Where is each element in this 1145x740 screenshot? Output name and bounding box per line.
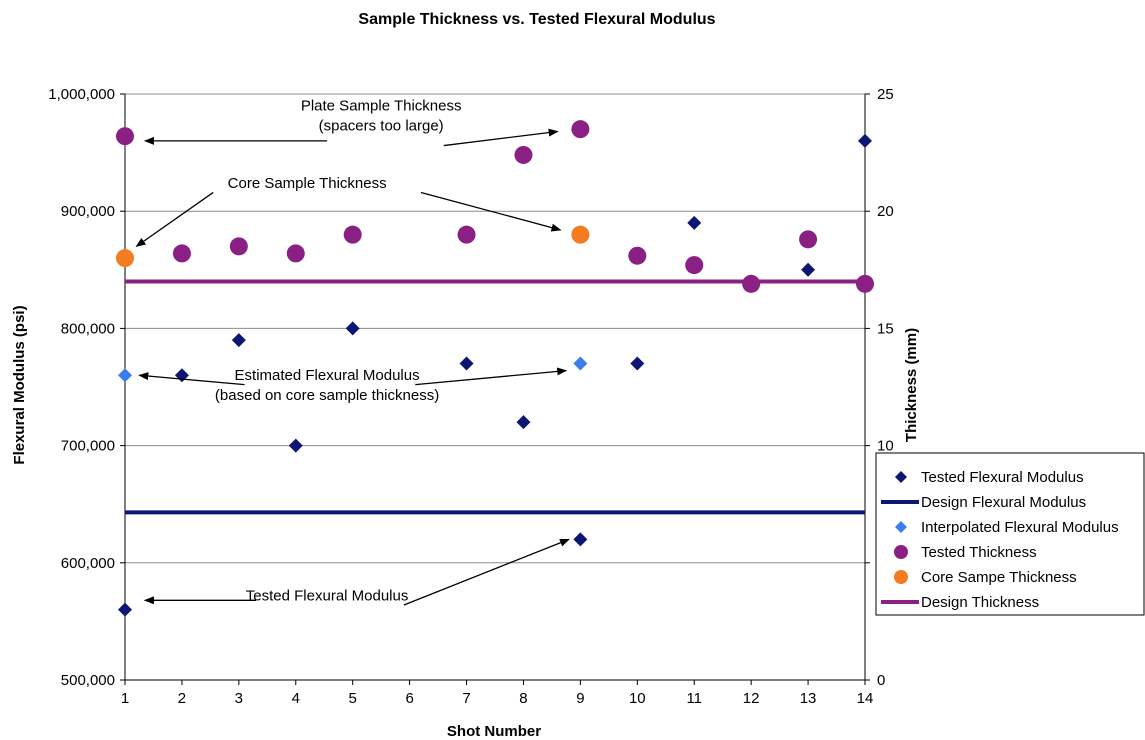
circle-point bbox=[799, 230, 818, 249]
annotations: Plate Sample Thickness (spacers too large… bbox=[135, 97, 570, 606]
y2-axis-title: Thickness (mm) bbox=[903, 328, 920, 442]
legend-label: Design Thickness bbox=[921, 594, 1039, 611]
x-tick-label: 11 bbox=[686, 690, 702, 707]
circle-point bbox=[856, 274, 874, 293]
x-tick-label: 3 bbox=[235, 690, 243, 707]
annotation-arrow bbox=[420, 191, 562, 232]
x-tick-label: 10 bbox=[629, 690, 646, 707]
circle-point bbox=[685, 256, 704, 275]
diamond-point bbox=[459, 356, 474, 371]
diamond-point bbox=[801, 262, 816, 277]
x-tick-label: 13 bbox=[800, 690, 817, 707]
diamond-point bbox=[174, 368, 189, 383]
annotation-text: (spacers too large) bbox=[319, 117, 444, 134]
diamond-point bbox=[573, 356, 588, 371]
legend-diamond-swatch bbox=[895, 471, 907, 483]
legend-label: Interpolated Flexural Modulus bbox=[921, 519, 1119, 536]
x-tick-label: 5 bbox=[349, 690, 357, 707]
legend-diamond-swatch bbox=[895, 521, 907, 533]
y-tick-label: 500,000 bbox=[61, 672, 115, 689]
diamond-point bbox=[573, 532, 588, 547]
circle-point bbox=[628, 246, 647, 265]
y2-tick-label: 15 bbox=[877, 320, 894, 337]
y2-tick-label: 10 bbox=[877, 438, 894, 455]
circle-point bbox=[457, 225, 476, 244]
annotation-arrow bbox=[135, 191, 214, 247]
diamond-point bbox=[858, 133, 872, 148]
diamond-point bbox=[231, 333, 246, 348]
circle-point bbox=[571, 225, 590, 244]
circle-point bbox=[116, 127, 134, 146]
reference-lines bbox=[125, 279, 865, 515]
circle-point bbox=[742, 274, 761, 293]
annotation-text: Estimated Flexural Modulus bbox=[235, 367, 420, 384]
y-tick-label: 900,000 bbox=[61, 203, 115, 220]
y-tick-label: 600,000 bbox=[61, 555, 115, 572]
x-tick-label: 1 bbox=[121, 690, 129, 707]
circle-point bbox=[514, 145, 533, 164]
circle-point bbox=[343, 225, 362, 244]
data-points bbox=[116, 120, 874, 617]
annotation-arrow bbox=[443, 128, 559, 147]
y2-tick-label: 20 bbox=[877, 203, 894, 220]
x-tick-label: 4 bbox=[292, 690, 300, 707]
diamond-point bbox=[687, 215, 702, 230]
x-tick-label: 12 bbox=[743, 690, 760, 707]
x-axis-title: Shot Number bbox=[447, 723, 541, 740]
legend-box bbox=[875, 452, 1145, 616]
legend-circle-swatch bbox=[894, 570, 908, 584]
legend-label: Core Sampe Thickness bbox=[921, 569, 1077, 586]
axes bbox=[124, 94, 866, 681]
y-tick-label: 700,000 bbox=[61, 438, 115, 455]
diamond-point bbox=[345, 321, 360, 336]
x-tick-label: 8 bbox=[519, 690, 527, 707]
annotation-text: (based on core sample thickness) bbox=[215, 387, 439, 404]
x-axis-ticks: 1 2 3 4 5 6 7 8 9 10 11 12 13 14 bbox=[121, 680, 874, 707]
diamond-point bbox=[630, 356, 645, 371]
circle-point bbox=[571, 120, 590, 139]
annotation-text: Core Sample Thickness bbox=[228, 175, 387, 192]
x-tick-label: 14 bbox=[857, 690, 874, 707]
diamond-point bbox=[118, 368, 132, 383]
annotation-text: Plate Sample Thickness bbox=[301, 97, 462, 114]
x-tick-label: 7 bbox=[462, 690, 470, 707]
diamond-point bbox=[288, 438, 303, 453]
annotation-text: Tested Flexural Modulus bbox=[246, 587, 409, 604]
legend-circle-swatch bbox=[894, 545, 908, 559]
y2-tick-label: 0 bbox=[877, 672, 885, 689]
x-tick-label: 2 bbox=[178, 690, 186, 707]
y2-tick-label: 25 bbox=[877, 86, 894, 103]
annotation-arrow bbox=[403, 538, 570, 606]
legend: Tested Flexural Modulus Design Flexural M… bbox=[875, 452, 1145, 616]
x-tick-label: 9 bbox=[576, 690, 584, 707]
y-axis-ticks: 500,000 600,000 700,000 800,000 900,000 1,000… bbox=[48, 86, 125, 689]
y-tick-label: 800,000 bbox=[61, 320, 115, 337]
legend-label: Tested Flexural Modulus bbox=[921, 469, 1084, 486]
legend-label: Design Flexural Modulus bbox=[921, 494, 1086, 511]
y-axis-title: Flexural Modulus (psi) bbox=[11, 305, 28, 464]
circle-point bbox=[116, 249, 134, 268]
circle-point bbox=[286, 244, 305, 263]
annotation-arrow bbox=[415, 367, 568, 386]
annotation-arrow bbox=[138, 372, 245, 386]
y-tick-label: 1,000,000 bbox=[48, 86, 115, 103]
legend-label: Tested Thickness bbox=[921, 544, 1037, 561]
diamond-point bbox=[118, 602, 132, 617]
circle-point bbox=[229, 237, 248, 256]
diamond-point bbox=[516, 415, 531, 430]
x-tick-label: 6 bbox=[405, 690, 413, 707]
chart-title: Sample Thickness vs. Tested Flexural Mod… bbox=[358, 11, 715, 28]
circle-point bbox=[172, 244, 191, 263]
